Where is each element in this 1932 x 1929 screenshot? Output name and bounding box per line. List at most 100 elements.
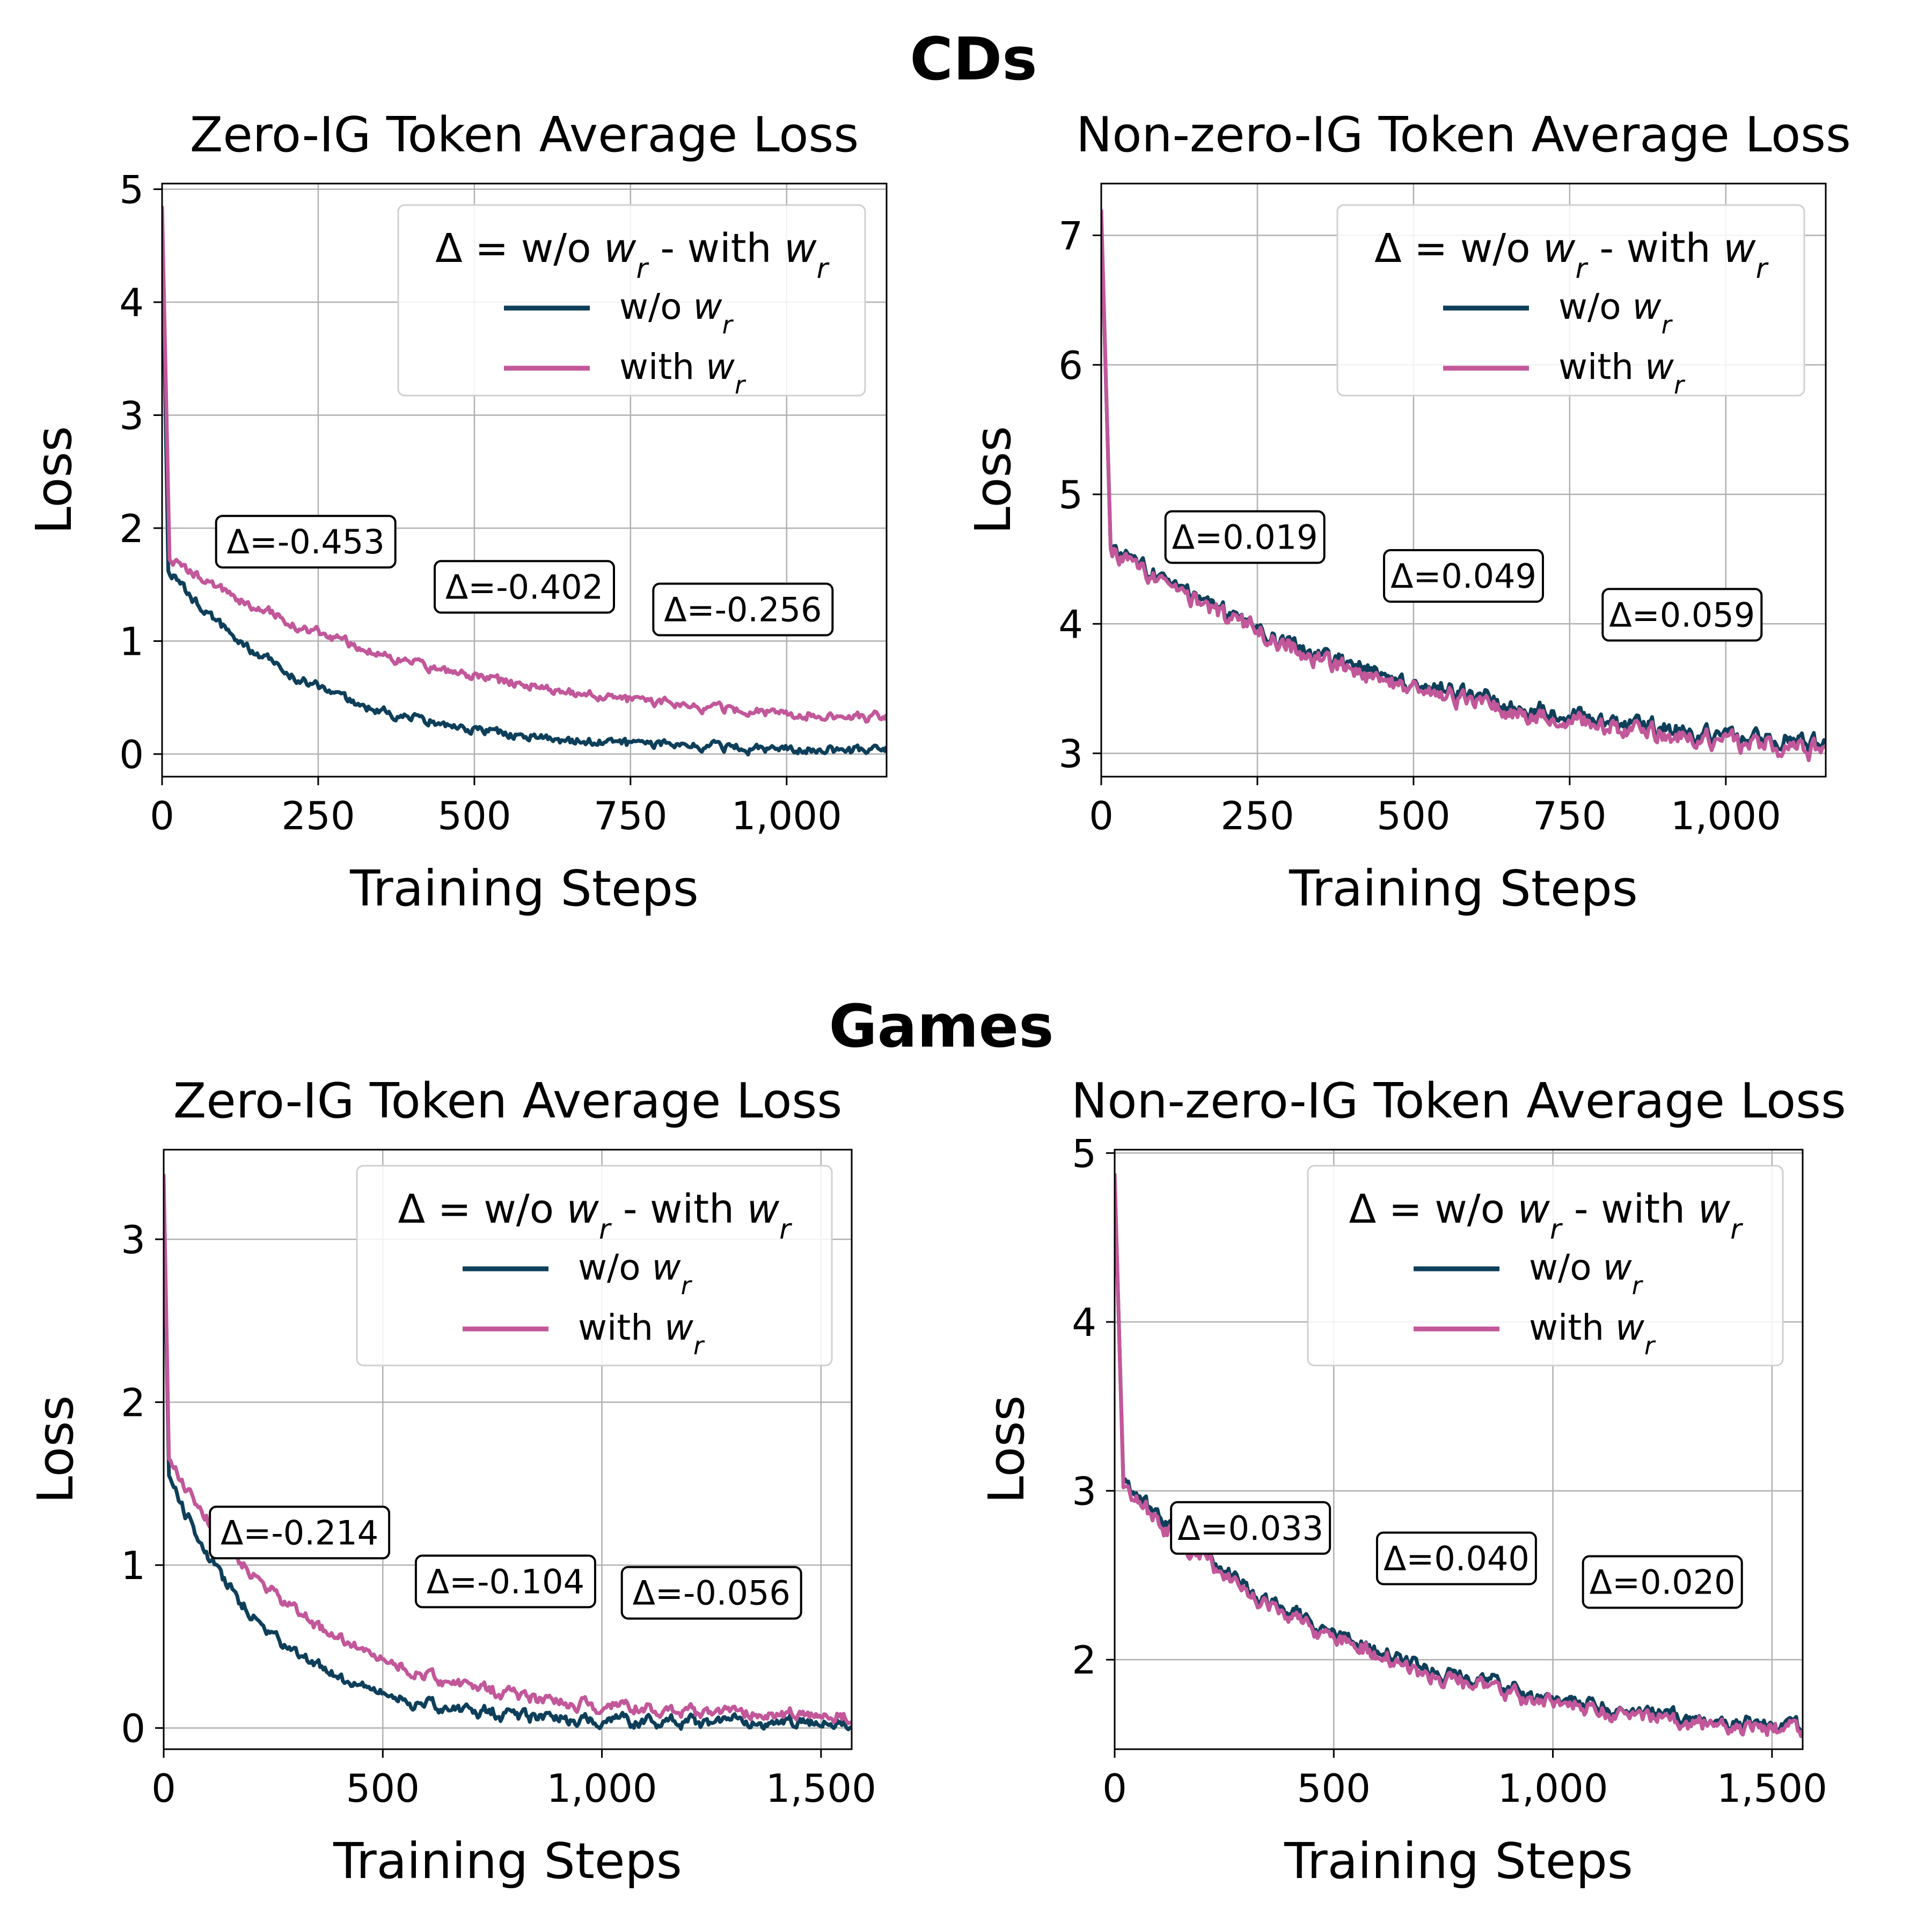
x-tick-label: 250 <box>1220 793 1294 838</box>
y-tick-label: 5 <box>1058 472 1083 517</box>
legend: Δ = w/o wr - with wrw/o wr with wr <box>356 1165 833 1367</box>
delta-annotation: Δ=-0.453 <box>215 515 397 569</box>
y-tick-label: 2 <box>119 506 144 551</box>
panel-title: Non-zero-IG Token Average Loss <box>1076 107 1851 163</box>
axes-frame <box>161 182 888 778</box>
annotation-box <box>1383 549 1544 603</box>
chart-panel-games-nonzero: Non-zero-IG Token Average Loss 0 500 1,000 1… <box>978 1073 1846 1890</box>
series-line-with_wr <box>162 206 887 724</box>
delta-annotation: Δ=0.049 <box>1383 549 1544 603</box>
chart-panel-games-zero: Zero-IG Token Average Loss 0 500 1,000 1,500… <box>27 1073 876 1890</box>
y-tick-label: 3 <box>121 1217 145 1262</box>
group-title-cds: CDs <box>910 25 1037 93</box>
x-tick-label: 1,000 <box>1497 1766 1608 1811</box>
legend-title: Δ = w/o wr - with wr <box>398 1186 793 1246</box>
y-tick-label: 5 <box>119 167 144 213</box>
y-tick-label: 4 <box>1058 602 1083 647</box>
series-line-with_wr <box>1101 209 1826 762</box>
annotation-text: Δ=-0.104 <box>427 1562 584 1601</box>
annotation-text: Δ=0.040 <box>1384 1539 1529 1578</box>
x-tick-label: 1,000 <box>546 1766 657 1811</box>
panel-title: Zero-IG Token Average Loss <box>190 107 859 163</box>
annotation-box <box>1375 1531 1537 1585</box>
x-tick-label: 500 <box>437 793 511 838</box>
legend: Δ = w/o wr - with wrw/o wr with wr <box>1307 1165 1784 1367</box>
delta-annotation: Δ=-0.214 <box>209 1506 391 1560</box>
delta-annotation: Δ=-0.056 <box>620 1566 802 1620</box>
y-tick-label: 3 <box>119 393 144 438</box>
annotation-box <box>1170 1501 1331 1555</box>
series-line-without_wr <box>162 211 887 757</box>
legend: Δ = w/o wr - with wrw/o wr with wr <box>1336 204 1805 399</box>
x-tick-label: 0 <box>150 793 174 838</box>
legend-box <box>1336 204 1805 397</box>
legend-title: Δ = w/o wr - with wr <box>435 225 830 285</box>
annotation-text: Δ=-0.453 <box>227 522 385 561</box>
annotation-text: Δ=-0.402 <box>445 567 603 607</box>
series-line-with_wr <box>164 1174 852 1726</box>
annotation-text: Δ=0.020 <box>1590 1562 1736 1602</box>
panel-title: Zero-IG Token Average Loss <box>173 1073 842 1129</box>
legend-label-with_wr: with wr <box>1558 346 1686 399</box>
series-line-with_wr <box>1115 1173 1803 1738</box>
legend-label-with_wr: with wr <box>1529 1307 1656 1360</box>
annotation-box <box>652 582 834 637</box>
annotation-text: Δ=0.033 <box>1177 1509 1323 1548</box>
annotation-text: Δ=-0.214 <box>221 1513 378 1552</box>
annotation-box <box>1601 588 1763 642</box>
chart-panel-cds-nonzero: Non-zero-IG Token Average Loss 0 250 500 750… <box>964 107 1851 917</box>
y-tick-label: 3 <box>1072 1469 1096 1514</box>
delta-annotation: Δ=-0.104 <box>414 1554 596 1609</box>
x-tick-label: 0 <box>1089 793 1114 838</box>
y-axis-label: Loss <box>978 1395 1035 1504</box>
x-tick-label: 500 <box>1297 1766 1371 1811</box>
delta-annotation: Δ=-0.402 <box>434 560 615 614</box>
axes-frame <box>1100 182 1827 778</box>
x-tick-label: 500 <box>346 1766 420 1811</box>
legend: Δ = w/o wr - with wrw/o wr with wr <box>397 204 866 399</box>
x-tick-label: 1,000 <box>1671 793 1781 838</box>
y-tick-label: 4 <box>119 280 144 325</box>
y-tick-label: 1 <box>121 1543 145 1588</box>
annotation-text: Δ=-0.056 <box>633 1574 791 1613</box>
y-tick-label: 2 <box>121 1380 145 1425</box>
legend-title: Δ = w/o wr - with wr <box>1349 1186 1744 1246</box>
legend-title: Δ = w/o wr - with wr <box>1374 225 1769 285</box>
y-tick-label: 1 <box>119 619 144 664</box>
legend-box <box>1307 1165 1784 1367</box>
annotation-box <box>1164 510 1326 564</box>
x-tick-label: 1,000 <box>731 793 842 838</box>
x-axis-label: Training Steps <box>349 860 699 917</box>
legend-label-with_wr: with wr <box>619 346 747 399</box>
x-tick-label: 0 <box>151 1766 176 1811</box>
legend-label-without_wr: w/o wr <box>1529 1247 1644 1300</box>
series-line-without_wr <box>164 1190 852 1731</box>
group-title-games: Games <box>829 992 1053 1061</box>
y-tick-label: 6 <box>1058 343 1083 388</box>
legend-label-without_wr: w/o wr <box>619 286 734 339</box>
x-tick-label: 1,500 <box>766 1766 876 1811</box>
y-tick-label: 3 <box>1058 732 1083 777</box>
delta-annotation: Δ=-0.256 <box>652 582 834 637</box>
axes-frame <box>1114 1149 1804 1750</box>
x-tick-label: 500 <box>1377 793 1450 838</box>
legend-label-without_wr: w/o wr <box>1558 286 1673 339</box>
y-axis-label: Loss <box>25 426 83 535</box>
annotation-box <box>1582 1555 1743 1609</box>
annotation-box <box>434 560 615 614</box>
annotation-box <box>620 1566 802 1620</box>
x-tick-label: 750 <box>594 793 667 838</box>
y-tick-label: 5 <box>1072 1131 1096 1176</box>
delta-annotation: Δ=0.059 <box>1601 588 1763 642</box>
x-axis-label: Training Steps <box>333 1832 682 1890</box>
annotation-text: Δ=0.059 <box>1609 595 1755 634</box>
legend-label-without_wr: w/o wr <box>578 1247 693 1300</box>
y-axis-label: Loss <box>27 1395 84 1504</box>
y-tick-label: 4 <box>1072 1300 1096 1345</box>
y-axis-label: Loss <box>964 426 1022 535</box>
annotation-box <box>209 1506 391 1560</box>
panel-title: Non-zero-IG Token Average Loss <box>1071 1073 1846 1129</box>
x-axis-label: Training Steps <box>1289 860 1638 917</box>
annotation-text: Δ=0.019 <box>1172 518 1318 557</box>
